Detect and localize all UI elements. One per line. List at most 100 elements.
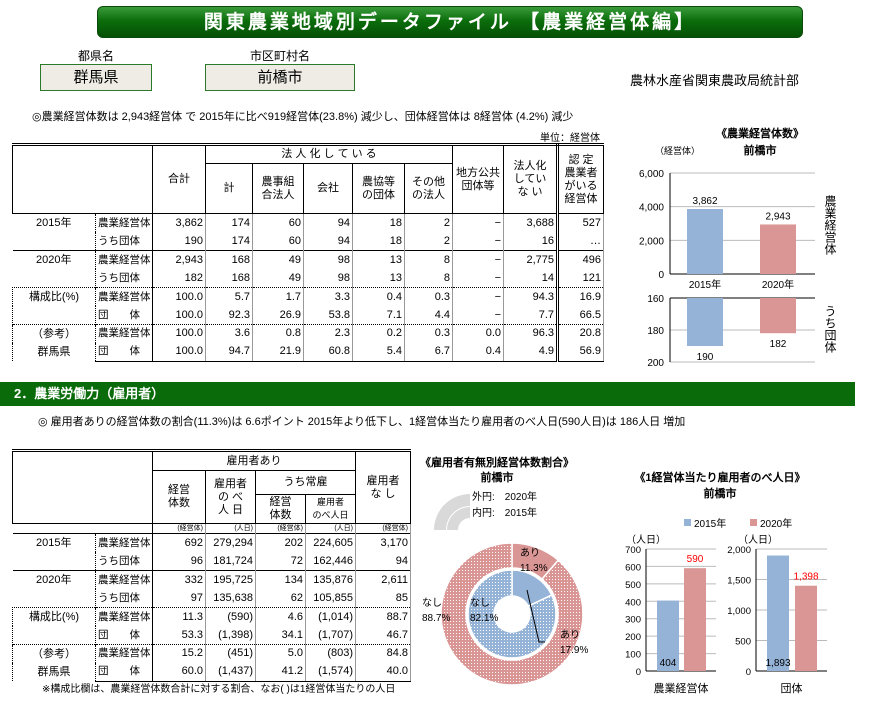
data-label: 182 — [770, 339, 787, 350]
row-group-label: 2020年 — [36, 254, 72, 266]
tick-label: 100 — [625, 650, 641, 661]
row-group: 2020年 — [12, 250, 96, 288]
header-total: 合計 — [152, 143, 206, 214]
row-group-label: 2015年 — [36, 217, 72, 229]
table-cell: (1,398) — [205, 626, 256, 645]
tick-label: 200 — [625, 632, 641, 643]
table-cell: 174 — [205, 232, 253, 251]
data-label: 190 — [697, 352, 714, 363]
table-cell: 98 — [303, 250, 353, 269]
bar — [684, 568, 706, 671]
table-row: 構成比(%) 農業経営体 100.0 5.7 1.7 3.3 0.4 0.3−94.3 16.9 — [12, 287, 605, 325]
table-cell: 98 — [303, 269, 353, 288]
table-cell: 5.4 — [352, 342, 405, 362]
table-cell: 4.6 — [255, 607, 306, 626]
table-cell: 100.0 — [152, 306, 206, 325]
row-group-label: 群馬県 — [37, 666, 71, 678]
chart-subtitle: 前橋市 — [744, 143, 777, 157]
table-cell: 56.9 — [557, 342, 605, 362]
table-cell: 162,446 — [305, 552, 356, 571]
table-cell: 2,611 — [355, 570, 411, 589]
table-cell: 60 — [252, 213, 304, 232]
row-label: 団 体 — [95, 626, 153, 645]
table-cell: 94 — [303, 213, 353, 232]
section2-heading: 2．農業労働力（雇用者） — [0, 382, 855, 406]
table-cell: (803) — [305, 643, 356, 663]
x-tick-label: 2020年 — [762, 278, 794, 291]
row-group: （参考） 群馬県 — [12, 324, 96, 361]
legend-2020: 2020年 — [760, 517, 792, 530]
row-label: 団 体 — [95, 306, 153, 325]
employment-table: 雇用者あり 雇用者 な し 経営 体数 雇用者 の べ 人 日 うち常雇 経営 … — [12, 449, 411, 682]
table-row: 2020年 農業経営体 2,943 168 49 98 13 8−2,775 496 — [12, 250, 605, 288]
table-cell: 53.8 — [303, 306, 353, 325]
tick-label: 2,000 — [727, 545, 751, 556]
management-entity-table: 合計 法 人 化 し て い る 地方公共 団体等 法人化 してい な い 認 … — [12, 143, 605, 362]
header-sub-total: 計 — [205, 163, 253, 214]
tick-label: 1,000 — [727, 606, 751, 617]
x-tick-label: 2015年 — [689, 278, 721, 291]
row-group-label: 2020年 — [36, 574, 72, 586]
table-row: 構成比(%) 農業経営体 11.3 (590) 4.6 (1,014) 88.7 — [12, 607, 411, 645]
table-cell: 0.2 — [352, 323, 405, 343]
header-reg-count: 経営 体数 — [255, 494, 306, 524]
table-cell: 4.4 — [404, 306, 454, 325]
table-cell: − — [452, 269, 505, 288]
inner-no-label: なし — [470, 597, 490, 609]
outer-yes-value: 11.3% — [520, 563, 548, 574]
row-group-label: （参考） — [32, 328, 76, 340]
chart-title: 《1経営体当たり雇用者のべ人日》 — [634, 470, 805, 484]
header-agri-coop: 農協等 の団体 — [352, 163, 405, 214]
chart-title: 《農業経営体数》 — [716, 126, 804, 140]
table-cell: 224,605 — [305, 533, 356, 552]
y-axis-label: （人日） — [626, 534, 666, 546]
row-label: 農業経営体 — [95, 533, 153, 552]
header-count: 経営 体数 — [152, 470, 206, 524]
municipality-field[interactable]: 前橋市 — [205, 64, 355, 91]
table-cell: 2.3 — [303, 323, 353, 343]
table-cell: 88.7 — [355, 607, 411, 626]
table-cell: 60.0 — [152, 662, 206, 682]
table-cell: 0.0 — [452, 323, 505, 343]
table-cell: 692 — [152, 533, 206, 552]
table-cell: (1,707) — [305, 626, 356, 645]
header-with-employees: 雇用者あり — [152, 449, 356, 471]
table-row: 団 体 100.0 92.3 26.9 53.8 7.1 4.4−7.7 66.5 — [13, 306, 605, 325]
tick-label: 400 — [625, 597, 641, 608]
tick-label: 0 — [636, 667, 641, 678]
chart-subtitle: 前橋市 — [481, 470, 514, 484]
header-certified: 認 定 農業者 がいる 経営体 — [557, 143, 605, 214]
table-cell: 195,725 — [205, 570, 256, 589]
unit-cell: (人日) — [205, 523, 256, 534]
outer-yes-label: あり — [520, 547, 540, 559]
prefecture-field[interactable]: 群馬県 — [40, 64, 152, 91]
data-label: 2,943 — [765, 211, 790, 222]
table-cell: 3,170 — [355, 533, 411, 552]
table-cell: 527 — [557, 213, 605, 232]
table-cell: 174 — [205, 213, 253, 232]
table-row: 2020年 農業経営体 332 195,725 134 135,876 2,611 — [12, 570, 411, 608]
table-cell: 332 — [152, 570, 206, 589]
unit-cell: (経営体) — [255, 523, 306, 534]
table-cell: 5.7 — [205, 287, 253, 306]
table-row: うち団体 96 181,724 72 162,446 94 — [13, 552, 411, 571]
unit-cell: (経営体) — [355, 523, 411, 534]
row-label: 農業経営体 — [95, 607, 153, 626]
x-category-label: 団体 — [781, 681, 803, 695]
row-group: 構成比(%) — [12, 287, 96, 325]
table-cell: 100.0 — [152, 323, 206, 343]
table-cell: 4.9 — [503, 342, 560, 362]
donut-slice-outer-no — [440, 542, 584, 686]
tick-label: 160 — [647, 294, 664, 305]
tick-label: 0 — [746, 667, 751, 678]
table-cell: 92.3 — [205, 306, 253, 325]
table-cell: 20.8 — [557, 323, 605, 343]
tick-label: 500 — [625, 580, 641, 591]
legend-2015: 2015年 — [694, 517, 726, 530]
row-group: 2015年 — [12, 213, 96, 251]
legend-swatch-2015 — [684, 519, 691, 526]
table-cell: 60 — [252, 232, 304, 251]
table-cell: − — [452, 306, 505, 325]
table-cell: 66.5 — [557, 306, 605, 325]
